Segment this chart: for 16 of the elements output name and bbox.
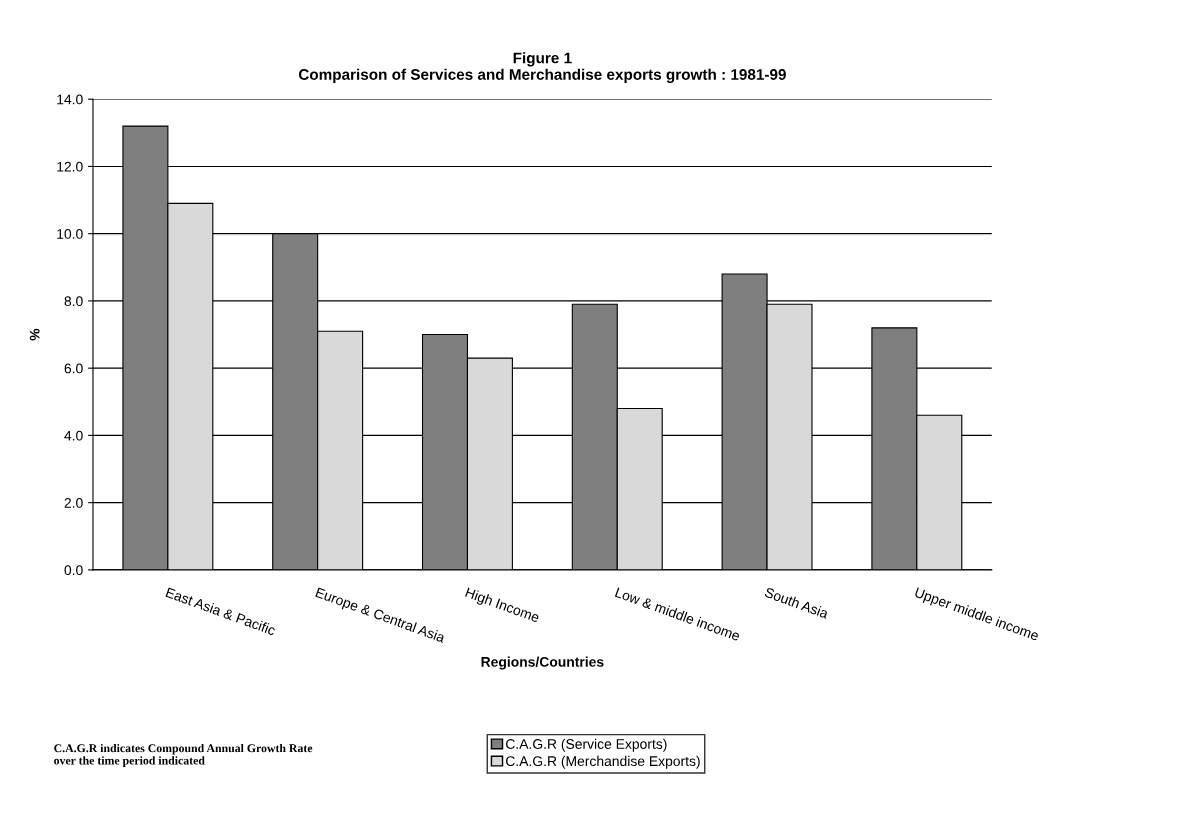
y-axis-title: % bbox=[29, 328, 40, 341]
x-tick-label: South Asia bbox=[764, 586, 830, 619]
y-tick-label: 8.0 bbox=[64, 296, 83, 307]
y-tick-label: 2.0 bbox=[64, 498, 83, 508]
chart-title: Figure 1 Comparison of Services and Merchandise exports growth : 1981-99 bbox=[298, 52, 786, 83]
y-tick-label: 4.0 bbox=[64, 430, 83, 441]
legend-label: C.A.G.R (Merchandise Exports) bbox=[506, 755, 700, 769]
x-tick-label: East Asia & Pacific bbox=[165, 586, 277, 636]
legend-label: C.A.G.R (Service Exports) bbox=[506, 738, 667, 752]
y-tick-label: 6.0 bbox=[64, 363, 83, 374]
y-tick-label: 10.0 bbox=[57, 229, 83, 239]
x-axis-title: Regions/Countries bbox=[481, 656, 604, 670]
y-tick-label: 14.0 bbox=[57, 94, 83, 105]
y-tick-label: 0.0 bbox=[64, 565, 83, 576]
text: C.A.G.R indicates Compound Annual Growth Rate over the time period indicated bbox=[54, 743, 313, 767]
y-tick-label: 12.0 bbox=[57, 161, 83, 172]
